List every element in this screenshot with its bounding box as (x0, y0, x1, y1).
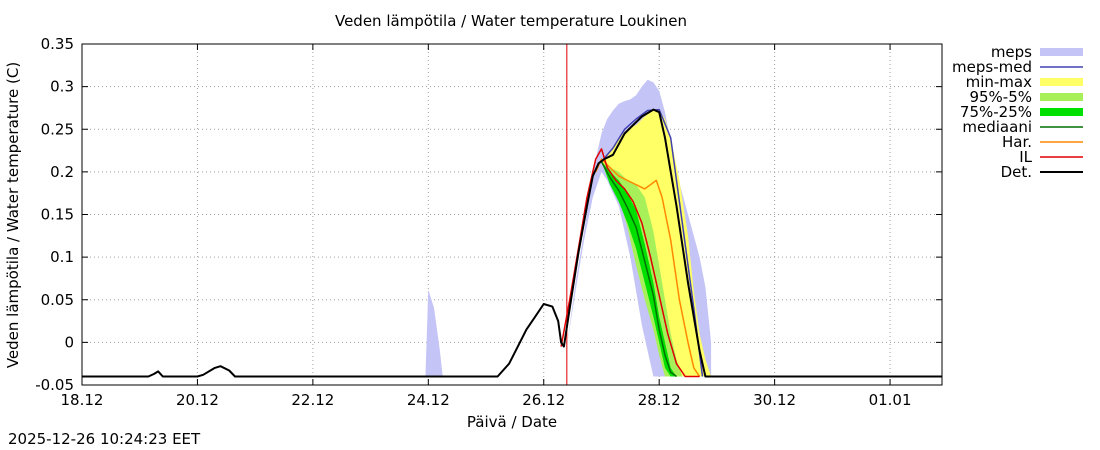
line-mediaani (600, 161, 677, 378)
legend-label-meps: meps (991, 43, 1032, 61)
timestamp: 2025-12-26 10:24:23 EET (8, 430, 201, 448)
y-tick-label: 0.25 (41, 120, 74, 138)
y-tick-label: 0.05 (41, 291, 74, 309)
x-tick-label: 30.12 (753, 391, 796, 409)
y-tick-label: 0.3 (50, 78, 74, 96)
y-tick-label: 0.2 (50, 163, 74, 181)
band-min-max (601, 109, 712, 377)
legend-label-il: IL (1019, 148, 1032, 166)
line-har (595, 158, 701, 377)
y-axis-label: Veden lämpötila / Water temperature (C) (4, 62, 22, 368)
legend-swatch-75-25 (1040, 108, 1083, 116)
x-tick-label: 24.12 (407, 391, 450, 409)
y-tick-label: 0.35 (41, 35, 74, 53)
legend-swatch-meps (1040, 48, 1083, 56)
x-tick-label: 26.12 (522, 391, 565, 409)
x-tick-label: 18.12 (61, 391, 104, 409)
legend-label-har: Har. (1002, 133, 1032, 151)
x-axis-label: Päivä / Date (467, 413, 557, 431)
legend-label-mediaani: mediaani (962, 118, 1032, 136)
y-tick-label: 0.1 (50, 248, 74, 266)
x-tick-label: 01.01 (869, 391, 912, 409)
y-tick-label: -0.05 (35, 376, 74, 394)
chart-title: Veden lämpötila / Water temperature Louk… (335, 12, 687, 30)
axis-ticks: -0.05 0 0.05 0.1 0.15 0.2 0.25 0.3 0.35 18.12 20.1… (35, 35, 942, 409)
legend-swatch-95-5 (1040, 93, 1083, 101)
x-tick-label: 28.12 (638, 391, 681, 409)
y-tick-label: 0.15 (41, 206, 74, 224)
line-det (82, 108, 942, 378)
legend: mepsmeps-medmin-max95%-5%75%-25%mediaani… (952, 43, 1083, 181)
y-tick-label: 0 (64, 333, 74, 351)
legend-swatch-min-max (1040, 78, 1083, 86)
line-il (560, 148, 700, 378)
x-tick-label: 20.12 (176, 391, 219, 409)
legend-label-95-5: 95%-5% (969, 88, 1032, 106)
legend-label-meps-med: meps-med (952, 58, 1032, 76)
plot-area (82, 44, 942, 385)
legend-label-min-max: min-max (966, 73, 1033, 91)
legend-label-75-25: 75%-25% (960, 103, 1032, 121)
legend-label-det: Det. (1001, 163, 1032, 181)
x-tick-label: 22.12 (291, 391, 334, 409)
